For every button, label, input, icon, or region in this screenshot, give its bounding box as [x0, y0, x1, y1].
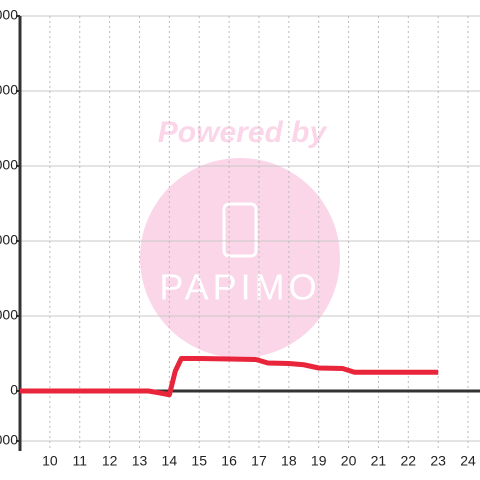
watermark-logo: PAPIMO	[159, 267, 320, 308]
x-tick-label: 23	[430, 453, 446, 469]
x-tick-label: 22	[401, 453, 417, 469]
watermark-circle	[140, 158, 340, 358]
x-tick-label: 20	[341, 453, 357, 469]
y-tick-label: 120,000	[0, 82, 18, 98]
y-tick-label: 60,000	[0, 232, 18, 248]
y-tick-label: 150,000	[0, 7, 18, 23]
y-tick-label: 30,000	[0, 307, 18, 323]
x-tick-label: 18	[281, 453, 297, 469]
x-tick-label: 17	[251, 453, 267, 469]
y-tick-label: 90,000	[0, 157, 18, 173]
x-tick-label: 12	[102, 453, 118, 469]
x-tick-label: 21	[371, 453, 387, 469]
y-tick-label: 0	[10, 382, 18, 398]
x-tick-label: 15	[191, 453, 207, 469]
x-tick-label: 16	[221, 453, 237, 469]
watermark-text: Powered by	[158, 116, 328, 149]
x-tick-label: 19	[311, 453, 327, 469]
x-tick-label: 24	[460, 453, 476, 469]
y-tick-label: -20,000	[0, 432, 18, 448]
x-tick-label: 10	[42, 453, 58, 469]
watermark-icon	[222, 202, 258, 258]
x-tick-label: 13	[132, 453, 148, 469]
line	[20, 356, 439, 398]
x-tick-label: 11	[72, 453, 87, 469]
x-tick-label: 14	[162, 453, 178, 469]
